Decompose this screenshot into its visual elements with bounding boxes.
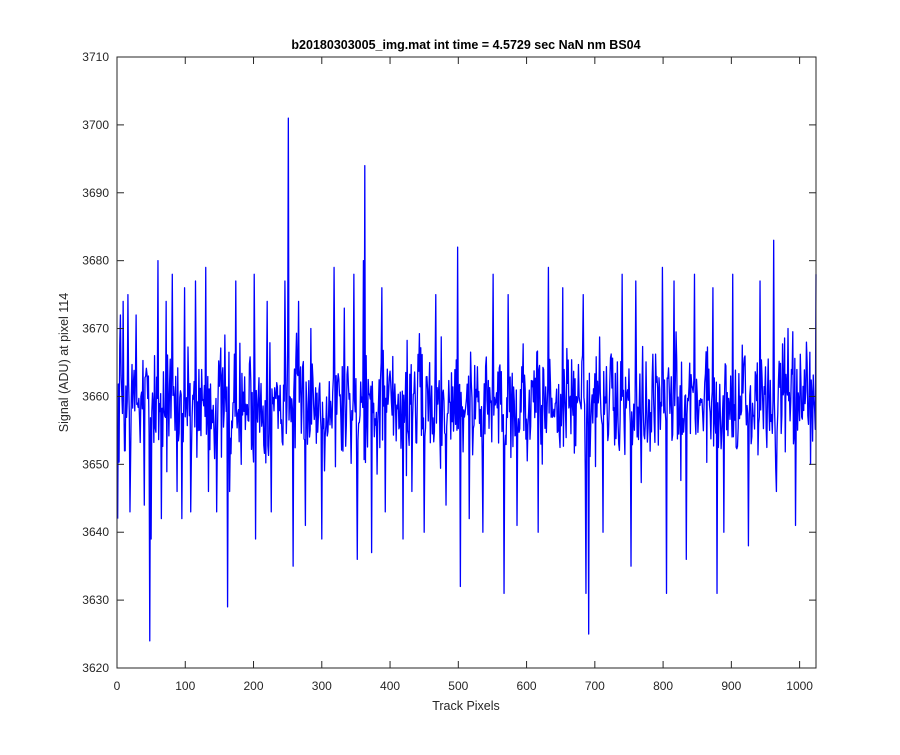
y-axis-label: Signal (ADU) at pixel 114	[57, 293, 71, 432]
y-tick-label: 3700	[82, 118, 109, 132]
y-tick-label: 3660	[82, 389, 109, 403]
y-tick-label: 3630	[82, 593, 109, 607]
x-tick-label: 1000	[786, 679, 813, 693]
x-tick-label: 800	[653, 679, 673, 693]
y-tick-label: 3710	[82, 50, 109, 64]
x-tick-label: 0	[114, 679, 121, 693]
y-axis: 3620 3630 3640 3650 3660 3670 3680 3690 3700 3710	[82, 50, 816, 675]
x-tick-label: 100	[175, 679, 195, 693]
x-tick-label: 900	[721, 679, 741, 693]
x-tick-label: 700	[585, 679, 605, 693]
y-tick-label: 3640	[82, 525, 109, 539]
x-tick-label: 200	[244, 679, 264, 693]
x-axis: 0 100 200 300 400 500 600 700 800 900 1000	[114, 57, 813, 693]
x-tick-label: 400	[380, 679, 400, 693]
x-tick-label: 600	[517, 679, 537, 693]
y-tick-label: 3620	[82, 661, 109, 675]
plot-area	[117, 117, 817, 642]
x-tick-label: 500	[448, 679, 468, 693]
series-line	[117, 117, 817, 642]
y-tick-label: 3670	[82, 322, 109, 336]
axes-box	[116, 56, 817, 669]
y-tick-label: 3650	[82, 457, 109, 471]
chart-title: b20180303005_img.mat int time = 4.5729 s…	[291, 38, 640, 52]
y-tick-label: 3690	[82, 186, 109, 200]
y-tick-label: 3680	[82, 254, 109, 268]
x-tick-label: 300	[312, 679, 332, 693]
x-axis-label: Track Pixels	[432, 699, 500, 713]
